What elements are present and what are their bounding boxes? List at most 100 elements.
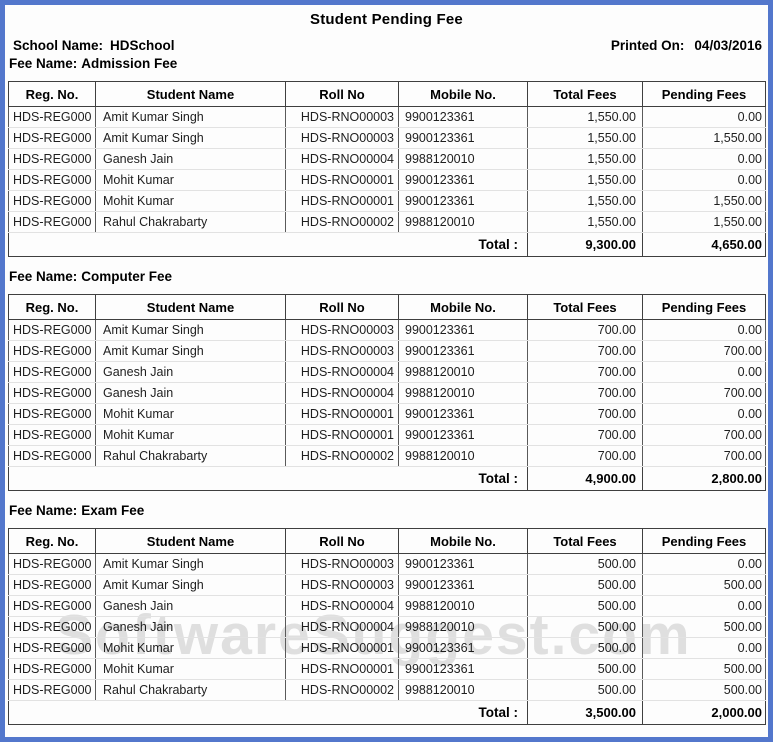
total-row: Total :4,900.00 2,800.00 bbox=[8, 466, 766, 491]
cell-roll-no: HDS-RNO00004 bbox=[285, 361, 399, 383]
cell-pending-fees: 500.00 bbox=[642, 574, 766, 596]
cell-mobile-no: 9900123361 bbox=[398, 658, 528, 680]
cell-mobile-no: 9988120010 bbox=[398, 148, 528, 170]
cell-total-fees: 700.00 bbox=[527, 403, 643, 425]
cell-student-name: Mohit Kumar bbox=[95, 658, 286, 680]
cell-total-fees: 500.00 bbox=[527, 679, 643, 701]
fee-table-3: Reg. No. Student Name Roll No Mobile No. Tot… bbox=[8, 528, 766, 725]
total-row: Total :3,500.00 2,000.00 bbox=[8, 700, 766, 725]
school-name-line: School Name: HDSchool bbox=[13, 38, 175, 53]
total-pending-value: 2,000.00 bbox=[642, 700, 766, 725]
column-header-reg-no: Reg. No. bbox=[8, 294, 96, 320]
total-row: Total :9,300.00 4,650.00 bbox=[8, 232, 766, 257]
fee-sections: Fee Name: Admission Fee Reg. No. Student Na… bbox=[5, 56, 768, 725]
cell-reg-no: HDS-REG000 bbox=[8, 106, 96, 128]
column-header-total-fees: Total Fees bbox=[527, 528, 643, 554]
cell-roll-no: HDS-RNO00004 bbox=[285, 148, 399, 170]
cell-mobile-no: 9988120010 bbox=[398, 445, 528, 467]
cell-total-fees: 1,550.00 bbox=[527, 106, 643, 128]
cell-pending-fees: 0.00 bbox=[642, 106, 766, 128]
cell-pending-fees: 700.00 bbox=[642, 340, 766, 362]
table-row: HDS-REG000 Amit Kumar Singh HDS-RNO00003 99… bbox=[8, 106, 766, 128]
total-pending-value: 2,800.00 bbox=[642, 466, 766, 491]
table-row: HDS-REG000 Amit Kumar Singh HDS-RNO00003 99… bbox=[8, 574, 766, 596]
cell-mobile-no: 9900123361 bbox=[398, 190, 528, 212]
cell-student-name: Ganesh Jain bbox=[95, 148, 286, 170]
fee-name-value: Computer Fee bbox=[81, 269, 173, 284]
cell-mobile-no: 9900123361 bbox=[398, 169, 528, 191]
cell-mobile-no: 9900123361 bbox=[398, 424, 528, 446]
table-row: HDS-REG000 Ganesh Jain HDS-RNO00004 9988120… bbox=[8, 595, 766, 617]
fee-name-line: Fee Name: Computer Fee bbox=[9, 269, 768, 284]
cell-roll-no: HDS-RNO00003 bbox=[285, 574, 399, 596]
cell-student-name: Ganesh Jain bbox=[95, 361, 286, 383]
table-row: HDS-REG000 Rahul Chakrabarty HDS-RNO00002 9… bbox=[8, 211, 766, 233]
cell-roll-no: HDS-RNO00001 bbox=[285, 169, 399, 191]
table-row: HDS-REG000 Amit Kumar Singh HDS-RNO00003 99… bbox=[8, 127, 766, 149]
school-name-label: School Name: bbox=[13, 38, 104, 53]
cell-mobile-no: 9900123361 bbox=[398, 553, 528, 575]
fee-name-label: Fee Name: bbox=[9, 56, 78, 71]
total-fees-value: 9,300.00 bbox=[527, 232, 643, 257]
cell-student-name: Amit Kumar Singh bbox=[95, 127, 286, 149]
cell-student-name: Ganesh Jain bbox=[95, 382, 286, 404]
cell-mobile-no: 9988120010 bbox=[398, 211, 528, 233]
cell-roll-no: HDS-RNO00004 bbox=[285, 382, 399, 404]
column-header-student-name: Student Name bbox=[95, 294, 286, 320]
cell-mobile-no: 9988120010 bbox=[398, 595, 528, 617]
cell-total-fees: 700.00 bbox=[527, 361, 643, 383]
cell-pending-fees: 500.00 bbox=[642, 679, 766, 701]
cell-student-name: Rahul Chakrabarty bbox=[95, 679, 286, 701]
column-header-total-fees: Total Fees bbox=[527, 81, 643, 107]
cell-roll-no: HDS-RNO00004 bbox=[285, 616, 399, 638]
cell-reg-no: HDS-REG000 bbox=[8, 679, 96, 701]
cell-reg-no: HDS-REG000 bbox=[8, 340, 96, 362]
column-header-roll-no: Roll No bbox=[285, 81, 399, 107]
school-name-value: HDSchool bbox=[110, 38, 175, 53]
total-fees-value: 4,900.00 bbox=[527, 466, 643, 491]
cell-total-fees: 1,550.00 bbox=[527, 211, 643, 233]
cell-pending-fees: 0.00 bbox=[642, 595, 766, 617]
table-row: HDS-REG000 Ganesh Jain HDS-RNO00004 9988120… bbox=[8, 382, 766, 404]
cell-total-fees: 500.00 bbox=[527, 595, 643, 617]
cell-mobile-no: 9988120010 bbox=[398, 616, 528, 638]
cell-pending-fees: 1,550.00 bbox=[642, 127, 766, 149]
total-fees-value: 3,500.00 bbox=[527, 700, 643, 725]
cell-mobile-no: 9988120010 bbox=[398, 679, 528, 701]
cell-student-name: Rahul Chakrabarty bbox=[95, 211, 286, 233]
cell-roll-no: HDS-RNO00002 bbox=[285, 445, 399, 467]
fee-section-1: Fee Name: Admission Fee Reg. No. Student Na… bbox=[5, 56, 768, 257]
cell-total-fees: 500.00 bbox=[527, 637, 643, 659]
cell-mobile-no: 9900123361 bbox=[398, 319, 528, 341]
cell-mobile-no: 9988120010 bbox=[398, 382, 528, 404]
cell-mobile-no: 9900123361 bbox=[398, 340, 528, 362]
cell-pending-fees: 700.00 bbox=[642, 424, 766, 446]
cell-reg-no: HDS-REG000 bbox=[8, 424, 96, 446]
cell-pending-fees: 0.00 bbox=[642, 553, 766, 575]
table-row: HDS-REG000 Rahul Chakrabarty HDS-RNO00002 9… bbox=[8, 445, 766, 467]
cell-student-name: Ganesh Jain bbox=[95, 595, 286, 617]
total-label: Total : bbox=[8, 700, 528, 725]
table-row: HDS-REG000 Mohit Kumar HDS-RNO00001 9900123… bbox=[8, 169, 766, 191]
cell-reg-no: HDS-REG000 bbox=[8, 211, 96, 233]
column-header-student-name: Student Name bbox=[95, 528, 286, 554]
table-row: HDS-REG000 Ganesh Jain HDS-RNO00004 9988120… bbox=[8, 361, 766, 383]
printed-on-label: Printed On: bbox=[610, 38, 685, 53]
cell-mobile-no: 9900123361 bbox=[398, 127, 528, 149]
cell-pending-fees: 1,550.00 bbox=[642, 190, 766, 212]
column-header-pending-fees: Pending Fees bbox=[642, 81, 766, 107]
cell-mobile-no: 9900123361 bbox=[398, 637, 528, 659]
cell-mobile-no: 9988120010 bbox=[398, 361, 528, 383]
fee-section-2: Fee Name: Computer Fee Reg. No. Student Nam… bbox=[5, 269, 768, 491]
cell-total-fees: 1,550.00 bbox=[527, 190, 643, 212]
cell-student-name: Amit Kumar Singh bbox=[95, 106, 286, 128]
cell-mobile-no: 9900123361 bbox=[398, 403, 528, 425]
cell-roll-no: HDS-RNO00003 bbox=[285, 106, 399, 128]
cell-student-name: Amit Kumar Singh bbox=[95, 340, 286, 362]
cell-pending-fees: 0.00 bbox=[642, 169, 766, 191]
cell-roll-no: HDS-RNO00001 bbox=[285, 637, 399, 659]
cell-pending-fees: 700.00 bbox=[642, 445, 766, 467]
column-header-reg-no: Reg. No. bbox=[8, 81, 96, 107]
cell-total-fees: 1,550.00 bbox=[527, 127, 643, 149]
fee-name-label: Fee Name: bbox=[9, 269, 78, 284]
